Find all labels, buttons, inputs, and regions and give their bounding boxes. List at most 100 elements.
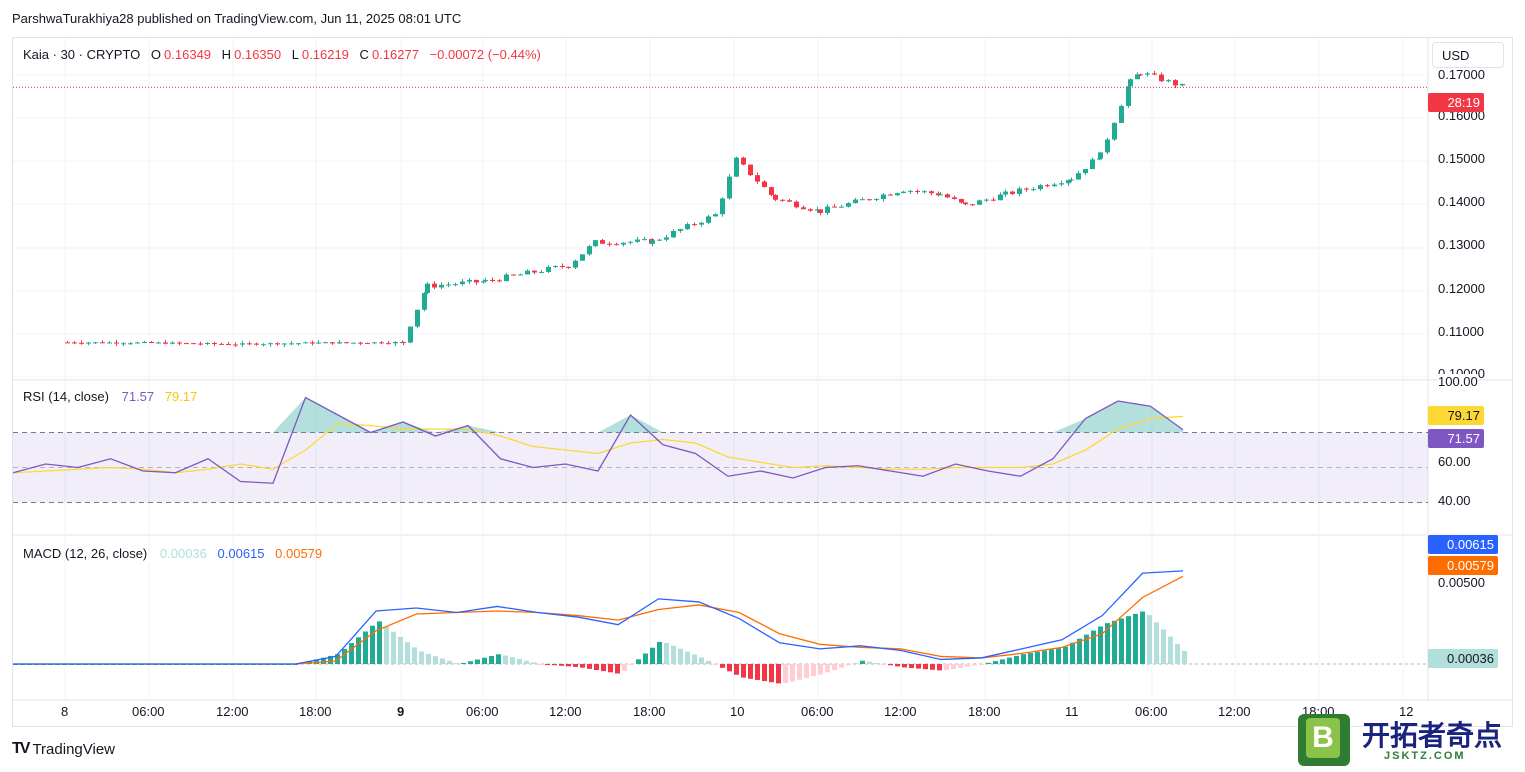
macd-line <box>13 570 1184 665</box>
rsi-ma-tag: 79.17 <box>1428 406 1484 425</box>
price-candle <box>1173 80 1178 86</box>
price-candle <box>379 342 384 344</box>
price-candle <box>107 342 112 344</box>
macd-histogram-bar <box>559 664 564 666</box>
tradingview-logo[interactable]: TV TradingView <box>12 740 115 758</box>
price-candle <box>984 199 989 201</box>
macd-histogram-bar <box>783 664 788 684</box>
macd-histogram-bar <box>832 664 837 670</box>
macd-histogram-bar <box>594 664 599 671</box>
price-candle <box>1098 152 1103 159</box>
macd-histogram-bar <box>902 664 907 668</box>
macd-histogram-bar <box>314 659 319 664</box>
macd-hist-value: 0.00036 <box>159 546 207 561</box>
macd-histogram-bar <box>1077 638 1082 664</box>
macd-histogram-bar <box>839 664 844 668</box>
watermark-domain: JSKTZ.COM <box>1384 750 1466 762</box>
low-value: 0.16219 <box>301 47 349 62</box>
macd-histogram-bar <box>1154 622 1159 664</box>
high-label: H <box>221 47 232 62</box>
macd-histogram-bar <box>727 664 732 672</box>
price-candle <box>706 216 711 223</box>
macd-histogram-bar <box>1021 654 1026 664</box>
price-candle <box>128 343 133 345</box>
macd-histogram-bar <box>370 625 375 664</box>
price-candle <box>801 207 806 210</box>
macd-histogram-bar <box>958 664 963 668</box>
price-candle <box>467 279 472 282</box>
macd-histogram-bar <box>671 645 676 664</box>
price-candle <box>415 309 420 327</box>
rsi-line <box>13 396 1184 484</box>
price-candle <box>372 342 377 344</box>
watermark-badge-icon: B <box>1298 714 1350 766</box>
price-candle <box>149 341 154 343</box>
rsi-label[interactable]: RSI (14, close) <box>23 389 109 404</box>
macd-histogram-bar <box>1000 659 1005 664</box>
price-tick: 0.12000 <box>1438 281 1485 296</box>
price-candle <box>184 343 189 345</box>
price-candle <box>593 240 598 247</box>
macd-histogram-bar <box>1049 649 1054 664</box>
macd-histogram-bar <box>398 636 403 664</box>
price-candle <box>699 222 704 225</box>
macd-histogram-bar <box>1084 634 1089 664</box>
price-candle <box>121 343 126 345</box>
price-candle <box>408 326 413 343</box>
price-candle <box>1112 122 1117 140</box>
macd-histogram-bar <box>391 631 396 664</box>
macd-histogram-bar <box>377 621 382 664</box>
macd-label[interactable]: MACD (12, 26, close) <box>23 546 148 561</box>
macd-histogram-bar <box>468 661 473 664</box>
macd-histogram-bar <box>1063 646 1068 664</box>
rsi-ma-line <box>13 415 1184 474</box>
rsi-band <box>13 432 1428 503</box>
time-axis-label: 12:00 <box>549 704 582 719</box>
macd-hist-tag: 0.00036 <box>1428 649 1498 668</box>
time-axis[interactable]: 8 06:00 12:00 18:00 9 06:00 12:00 18:00 10 06:00 1… <box>13 702 1433 724</box>
close-value: 0.16277 <box>371 47 419 62</box>
macd-histogram-bar <box>1070 642 1075 664</box>
rsi-tag: 71.57 <box>1428 429 1484 448</box>
price-candle <box>1152 73 1157 75</box>
macd-histogram-bar <box>797 664 802 680</box>
macd-histogram-bar <box>776 664 781 684</box>
macd-histogram-bar <box>1140 611 1145 664</box>
macd-histogram-bar <box>1042 650 1047 664</box>
macd-histogram-bar <box>1014 655 1019 664</box>
price-candle <box>936 193 941 196</box>
price-candle <box>504 274 509 282</box>
tradingview-logo-text: TradingView <box>32 740 115 758</box>
macd-histogram-bar <box>447 660 452 664</box>
price-candle <box>100 342 105 344</box>
watermark-letter: B <box>1306 718 1340 758</box>
chart-canvas[interactable] <box>13 38 1512 726</box>
symbol-label[interactable]: Kaia · 30 · CRYPTO <box>23 47 141 62</box>
price-candle <box>525 270 530 275</box>
macd-histogram-bar <box>909 664 914 669</box>
currency-button[interactable]: USD <box>1432 42 1504 68</box>
price-candle <box>657 239 662 241</box>
tradingview-logo-icon: TV <box>12 740 31 757</box>
macd-histogram-bar <box>426 653 431 664</box>
price-candle <box>330 342 335 344</box>
price-candle <box>839 206 844 208</box>
price-candle <box>358 342 363 344</box>
watermark-logo: B 开拓者奇点 JSKTZ.COM <box>1298 712 1516 768</box>
price-candle <box>289 343 294 345</box>
macd-histogram-bar <box>748 664 753 679</box>
price-candle <box>219 343 224 345</box>
macd-histogram-bar <box>657 641 662 664</box>
time-axis-label: 18:00 <box>968 704 1001 719</box>
macd-histogram-bar <box>1161 629 1166 664</box>
price-candle <box>453 284 458 286</box>
price-candle <box>282 343 287 345</box>
price-candle <box>1159 74 1164 82</box>
macd-signal-line <box>13 575 1184 665</box>
price-candle <box>755 175 760 182</box>
macd-histogram-bar <box>573 664 578 667</box>
time-axis-label: 06:00 <box>466 704 499 719</box>
price-candle <box>998 194 1003 201</box>
price-candle <box>72 342 77 344</box>
macd-histogram-bar <box>972 664 977 666</box>
